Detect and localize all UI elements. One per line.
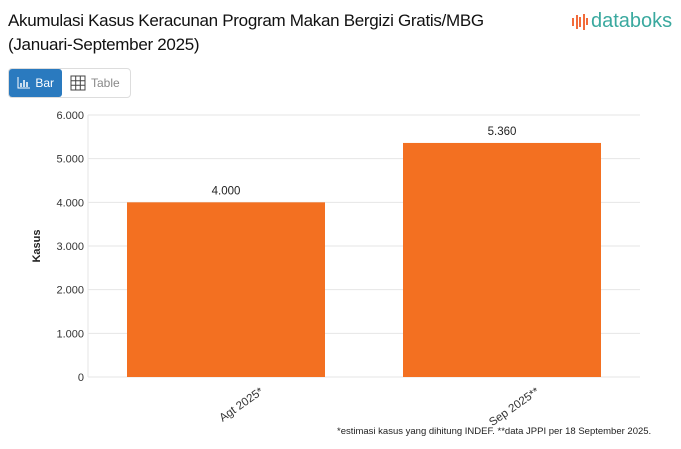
y-tick-label: 3.000	[56, 241, 84, 253]
y-tick-label: 6.000	[56, 110, 84, 122]
bar-view-label: Bar	[35, 76, 54, 90]
bar-chart-icon	[17, 77, 31, 89]
y-tick-label: 4.000	[56, 197, 84, 209]
data-label: 5.360	[488, 126, 517, 138]
logo-text: databoks	[591, 10, 673, 32]
logo-bars-icon	[572, 13, 588, 30]
y-tick-label: 5.000	[56, 154, 84, 166]
chart-title: Akumulasi Kasus Keracunan Program Makan …	[8, 11, 484, 54]
y-axis-title: Kasus	[31, 229, 43, 262]
table-view-button[interactable]: Table	[62, 69, 128, 97]
bar	[403, 142, 601, 377]
data-label: 4.000	[212, 185, 241, 197]
y-tick-label: 0	[78, 372, 84, 384]
view-toggle: Bar Table	[8, 68, 131, 98]
table-view-label: Table	[91, 76, 120, 90]
bar-view-button[interactable]: Bar	[9, 69, 62, 97]
bar	[127, 202, 325, 377]
y-tick-label: 1.000	[56, 328, 84, 340]
x-tick-label: Sep 2025**	[487, 385, 542, 429]
table-grid-icon	[70, 75, 86, 91]
x-tick-label: Agt 2025*	[217, 385, 266, 424]
footnote: *estimasi kasus yang dihitung INDEF. **d…	[337, 426, 652, 437]
y-tick-label: 2.000	[56, 285, 84, 297]
databoks-logo[interactable]: databoks	[572, 10, 672, 33]
